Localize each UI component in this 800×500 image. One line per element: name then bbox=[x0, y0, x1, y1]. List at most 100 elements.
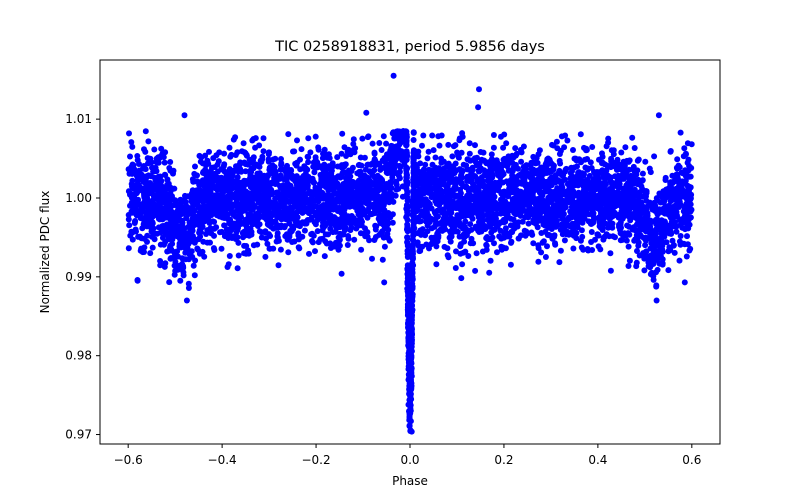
data-point bbox=[414, 230, 421, 237]
data-point bbox=[418, 212, 425, 219]
data-point bbox=[663, 203, 670, 210]
data-point bbox=[371, 173, 378, 180]
data-point bbox=[424, 184, 431, 191]
data-point bbox=[129, 143, 136, 150]
data-point bbox=[677, 129, 684, 136]
data-point bbox=[449, 200, 456, 207]
data-point bbox=[410, 187, 417, 194]
data-point bbox=[167, 242, 174, 249]
data-point bbox=[275, 237, 282, 244]
data-point bbox=[633, 221, 640, 228]
data-point bbox=[500, 144, 507, 151]
data-point bbox=[272, 180, 278, 187]
data-point bbox=[643, 193, 649, 200]
data-point bbox=[381, 200, 387, 207]
data-point bbox=[420, 189, 426, 196]
data-point bbox=[175, 266, 181, 273]
data-point bbox=[563, 231, 570, 238]
data-point bbox=[234, 174, 241, 181]
data-point bbox=[573, 215, 580, 222]
data-point bbox=[312, 164, 319, 170]
data-point bbox=[183, 215, 190, 222]
data-point bbox=[406, 391, 413, 398]
data-point bbox=[581, 144, 587, 151]
data-point bbox=[596, 156, 602, 163]
data-point bbox=[234, 265, 241, 272]
data-point bbox=[330, 185, 337, 192]
data-point bbox=[592, 204, 599, 211]
data-point bbox=[410, 137, 417, 143]
data-point bbox=[455, 154, 462, 161]
data-point bbox=[632, 190, 639, 196]
data-point bbox=[495, 181, 502, 188]
data-point bbox=[126, 130, 132, 137]
data-point bbox=[345, 233, 352, 239]
data-point bbox=[407, 346, 414, 353]
data-point bbox=[192, 163, 198, 170]
data-point bbox=[315, 198, 322, 205]
data-point bbox=[552, 191, 559, 198]
data-point bbox=[315, 239, 322, 246]
data-point bbox=[320, 150, 327, 157]
data-point bbox=[632, 236, 639, 243]
data-point bbox=[211, 232, 217, 239]
data-point bbox=[171, 262, 178, 269]
data-point bbox=[404, 266, 411, 273]
data-point bbox=[201, 253, 208, 260]
data-point bbox=[549, 233, 555, 240]
data-point bbox=[408, 338, 415, 345]
data-point bbox=[627, 172, 634, 179]
data-point bbox=[558, 179, 565, 186]
data-point bbox=[472, 267, 479, 274]
data-point bbox=[241, 242, 248, 249]
data-point bbox=[452, 219, 458, 226]
data-point bbox=[144, 155, 151, 162]
data-point bbox=[295, 244, 302, 251]
data-point bbox=[357, 154, 364, 161]
data-point bbox=[329, 160, 336, 167]
data-point bbox=[166, 279, 173, 286]
data-point bbox=[224, 169, 231, 176]
data-point bbox=[356, 168, 363, 175]
data-point bbox=[252, 144, 259, 151]
data-point bbox=[444, 162, 451, 169]
data-point bbox=[454, 149, 461, 156]
data-point bbox=[448, 209, 455, 216]
data-point bbox=[574, 163, 580, 170]
data-point bbox=[345, 185, 352, 192]
data-point bbox=[460, 195, 467, 202]
data-point bbox=[419, 142, 425, 149]
data-point bbox=[570, 245, 577, 252]
data-point bbox=[678, 169, 685, 176]
data-point bbox=[237, 208, 244, 215]
data-point bbox=[407, 381, 414, 388]
data-point bbox=[262, 179, 268, 186]
data-point bbox=[513, 150, 520, 157]
data-point bbox=[507, 261, 514, 268]
data-point bbox=[324, 200, 331, 207]
data-point bbox=[449, 153, 456, 160]
data-point bbox=[463, 232, 470, 239]
data-point bbox=[205, 191, 211, 198]
data-point bbox=[570, 147, 576, 153]
data-point bbox=[350, 216, 357, 223]
data-point bbox=[412, 216, 419, 222]
data-point bbox=[364, 180, 371, 187]
data-point bbox=[635, 242, 642, 249]
data-point bbox=[677, 233, 684, 239]
data-point bbox=[285, 131, 292, 138]
data-point bbox=[148, 159, 155, 166]
data-point bbox=[170, 167, 177, 174]
data-point bbox=[233, 229, 240, 235]
data-point bbox=[206, 148, 212, 155]
data-point bbox=[283, 164, 290, 171]
data-point bbox=[346, 199, 352, 206]
data-point bbox=[215, 174, 222, 181]
data-point bbox=[646, 253, 653, 260]
data-point bbox=[252, 135, 259, 142]
data-point bbox=[641, 267, 648, 274]
data-point bbox=[163, 207, 170, 213]
data-point bbox=[221, 161, 228, 168]
data-point bbox=[607, 164, 614, 171]
